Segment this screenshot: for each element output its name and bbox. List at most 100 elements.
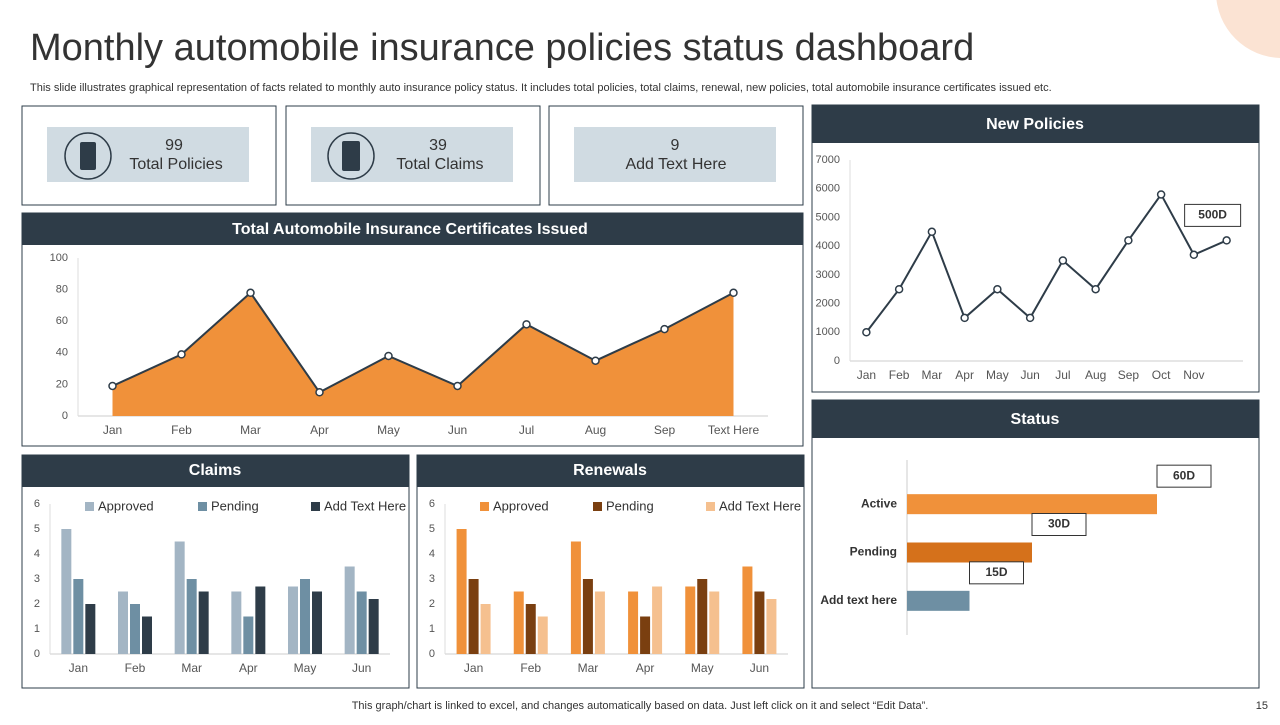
point (522, 320, 531, 329)
x-tick-label: Apr (636, 661, 655, 675)
x-tick-label: Apr (955, 368, 974, 382)
bar (73, 579, 84, 654)
bar (344, 566, 355, 654)
point (108, 381, 117, 391)
callout-box (1031, 513, 1087, 536)
bar (186, 579, 197, 654)
bar (142, 616, 152, 654)
bar (570, 541, 581, 654)
bar (255, 586, 266, 654)
point (1058, 256, 1068, 265)
legend-label: Approved (98, 498, 154, 513)
kpi-value: 99 (165, 137, 183, 154)
x-tick-label: Jun (352, 661, 371, 675)
bar (907, 494, 1157, 515)
bar (907, 542, 1032, 563)
x-tick-label: Jan (464, 661, 483, 675)
bar (231, 591, 242, 654)
x-tick-label: Apr (310, 423, 329, 437)
decoration (1216, 0, 1280, 58)
y-tick-label: Active (861, 496, 897, 510)
y-tick-label: 1000 (816, 326, 840, 338)
x-tick-label: May (294, 661, 317, 675)
point (591, 356, 600, 365)
bar (513, 591, 524, 654)
bar (582, 579, 593, 654)
x-tick-label: Jun (448, 423, 467, 437)
value-label: 30D (1048, 517, 1070, 531)
y-tick-label: 3000 (816, 269, 840, 281)
y-tick-label: 1 (34, 623, 40, 635)
panel-title: Renewals (573, 462, 647, 479)
point (1091, 284, 1100, 294)
y-tick-label: 7000 (816, 154, 840, 166)
y-tick-label: 2 (34, 598, 40, 610)
kpi-label: Total Claims (396, 156, 483, 173)
point (1222, 236, 1231, 245)
callout-box (969, 561, 1024, 585)
y-tick-label: 0 (62, 410, 68, 422)
y-tick-label: 4 (429, 548, 435, 560)
bar (85, 604, 96, 654)
value-label: 15D (985, 565, 1007, 579)
bar (640, 616, 651, 654)
point (660, 324, 669, 334)
point (315, 388, 324, 397)
x-tick-label: Jul (519, 423, 534, 437)
bar (300, 579, 310, 654)
point (384, 351, 393, 361)
point (960, 313, 969, 323)
legend-swatch (85, 502, 94, 511)
footer: This graph/chart is linked to excel, and… (352, 700, 929, 712)
y-tick-label: 3 (429, 573, 435, 585)
bar (685, 586, 696, 654)
point (453, 381, 462, 391)
legend-label: Add Text Here (719, 498, 801, 513)
x-tick-label: Jan (103, 423, 122, 437)
panel-title: Total Automobile Insurance Certificates … (232, 221, 588, 238)
x-tick-label: Sep (654, 423, 676, 437)
x-tick-label: Apr (239, 661, 258, 675)
kpi-icon (64, 132, 112, 180)
kpi-value: 39 (429, 137, 447, 154)
point (862, 328, 871, 337)
x-tick-label: Mar (922, 368, 943, 382)
bar (243, 616, 254, 654)
y-tick-label: Add text here (820, 593, 897, 607)
x-tick-label: Oct (1152, 368, 1171, 382)
y-tick-label: Pending (850, 545, 897, 559)
y-tick-label: 5000 (816, 211, 840, 223)
line (865, 192, 1228, 333)
x-tick-label: Nov (1183, 368, 1204, 382)
x-tick-label: Aug (585, 423, 606, 437)
bar (356, 591, 367, 654)
area-line (112, 291, 734, 394)
y-tick-label: 0 (429, 648, 435, 660)
panel-header (22, 213, 803, 245)
legend-label: Pending (606, 498, 654, 513)
kpi-icon (80, 142, 96, 170)
panel-header (812, 400, 1259, 438)
y-tick-label: 3 (34, 573, 40, 585)
bar (742, 566, 753, 654)
y-tick-label: 0 (834, 355, 840, 367)
kpi-value: 9 (671, 137, 680, 154)
y-tick-label: 100 (50, 252, 68, 264)
x-tick-label: Jun (750, 661, 769, 675)
bar (174, 541, 185, 654)
annotation: 500D (1198, 208, 1227, 222)
x-tick-label: Jan (857, 368, 876, 382)
y-tick-label: 5 (429, 523, 435, 535)
bar (61, 529, 72, 654)
bar (697, 579, 708, 654)
point (729, 288, 738, 298)
bar (130, 604, 140, 654)
bar (312, 591, 322, 654)
callout-box (1184, 203, 1242, 227)
x-tick-label: Feb (520, 661, 541, 675)
area (112, 292, 734, 416)
y-tick-label: 80 (56, 284, 68, 296)
kpi-icon (327, 132, 375, 180)
panel-header (812, 105, 1259, 143)
